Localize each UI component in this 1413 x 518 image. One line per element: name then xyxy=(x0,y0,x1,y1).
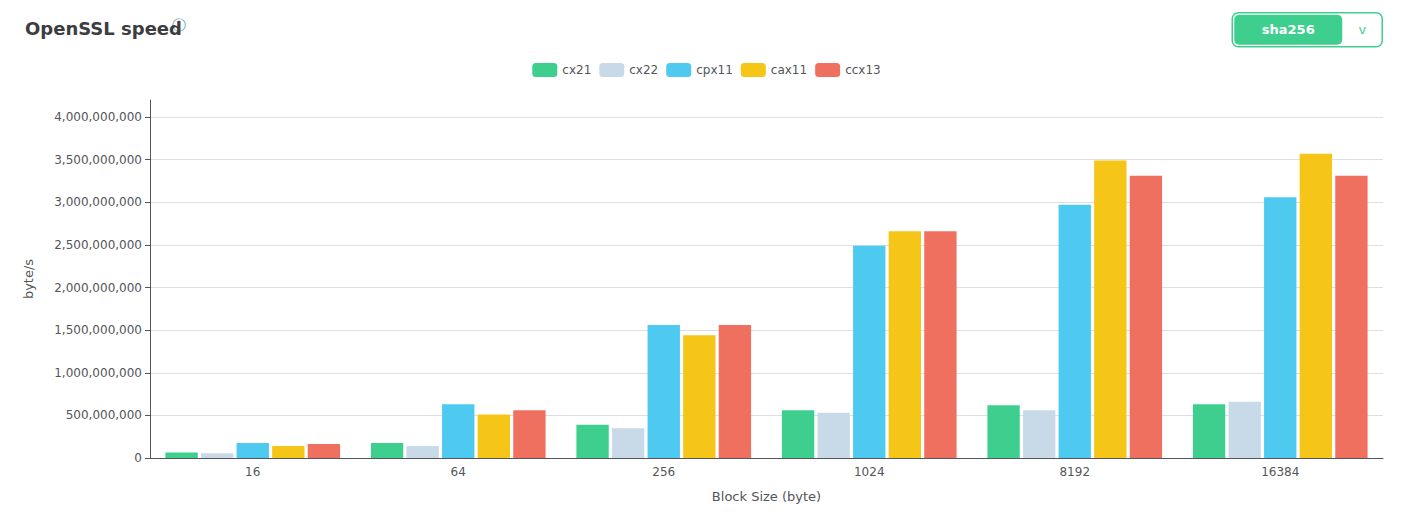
svg-text:2,000,000,000: 2,000,000,000 xyxy=(54,281,142,295)
svg-text:1024: 1024 xyxy=(854,465,885,479)
svg-text:cax11: cax11 xyxy=(771,63,807,77)
svg-text:16: 16 xyxy=(245,465,260,479)
svg-text:Block Size (byte): Block Size (byte) xyxy=(712,489,821,504)
svg-text:64: 64 xyxy=(451,465,466,479)
svg-text:3,000,000,000: 3,000,000,000 xyxy=(54,195,142,209)
svg-text:sha256: sha256 xyxy=(1262,22,1315,37)
svg-text:256: 256 xyxy=(652,465,675,479)
svg-text:0: 0 xyxy=(134,451,142,465)
svg-text:cx22: cx22 xyxy=(629,63,658,77)
svg-text:cpx11: cpx11 xyxy=(696,63,733,77)
svg-text:cx21: cx21 xyxy=(562,63,591,77)
svg-text:16384: 16384 xyxy=(1261,465,1299,479)
svg-text:1,500,000,000: 1,500,000,000 xyxy=(54,323,142,337)
svg-text:500,000,000: 500,000,000 xyxy=(66,408,142,422)
svg-text:ccx13: ccx13 xyxy=(845,63,881,77)
svg-text:byte/s: byte/s xyxy=(21,259,36,299)
svg-text:3,500,000,000: 3,500,000,000 xyxy=(54,153,142,167)
svg-text:2,500,000,000: 2,500,000,000 xyxy=(54,238,142,252)
svg-text:4,000,000,000: 4,000,000,000 xyxy=(54,110,142,124)
svg-text:1,000,000,000: 1,000,000,000 xyxy=(54,366,142,380)
svg-text:8192: 8192 xyxy=(1059,465,1090,479)
svg-text:v: v xyxy=(1358,22,1366,37)
svg-text:OpenSSL speed: OpenSSL speed xyxy=(25,18,182,39)
